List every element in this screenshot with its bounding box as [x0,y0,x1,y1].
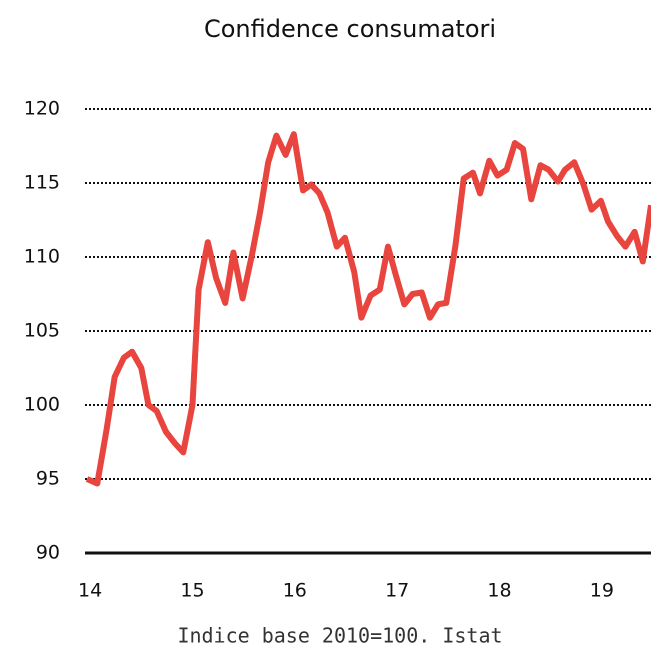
chart-title: Confidence consumatori [204,15,496,43]
x-tick-label: 17 [385,580,409,602]
source: Indice base 2010=100. Istat [177,624,502,648]
x-tick-label: 16 [283,580,307,602]
y-tick-label: 120 [24,98,60,120]
y-tick-label: 115 [24,172,60,194]
y-tick-label: 100 [24,394,60,416]
y-tick-label: 105 [24,320,60,342]
x-tick-label: 18 [487,580,511,602]
y-tick-label: 90 [36,542,60,564]
x-tick-label: 14 [78,580,102,602]
x-tick-label: 15 [180,580,204,602]
y-tick-label: 95 [36,468,60,490]
x-tick-label: 19 [590,580,614,602]
line [85,131,651,487]
y-tick-label: 110 [24,246,60,268]
